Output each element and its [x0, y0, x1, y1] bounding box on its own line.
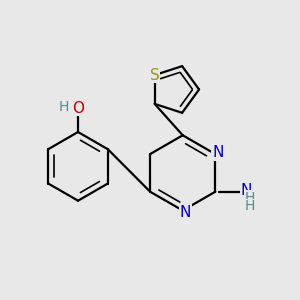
Text: H: H: [245, 200, 256, 213]
Text: H: H: [59, 100, 70, 114]
Text: N: N: [241, 183, 252, 198]
Text: H: H: [245, 190, 256, 205]
Text: N: N: [212, 145, 224, 160]
Text: S: S: [150, 68, 160, 82]
Text: O: O: [72, 100, 84, 116]
Text: N: N: [180, 205, 191, 220]
